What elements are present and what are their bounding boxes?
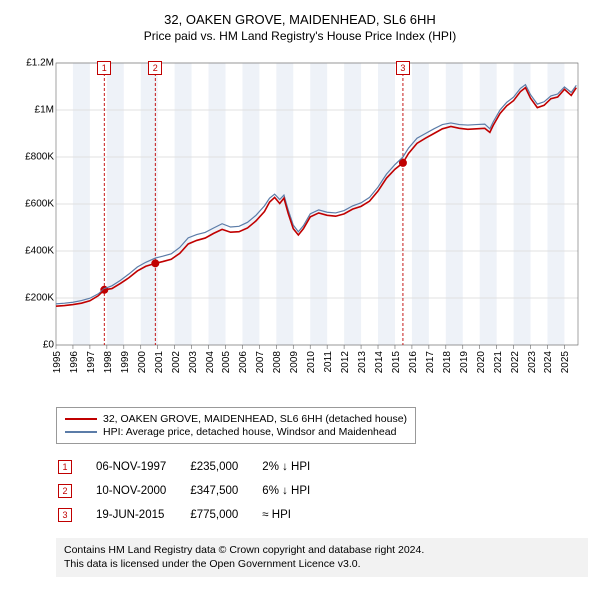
sale-marker-badge: 3 — [58, 508, 72, 522]
x-tick-label: 2000 — [137, 351, 148, 373]
legend-swatch — [65, 418, 97, 420]
x-tick-label: 2005 — [221, 351, 232, 373]
x-tick-label: 2019 — [459, 351, 470, 373]
sale-price: £235,000 — [190, 456, 260, 478]
y-tick-label: £1.2M — [26, 58, 54, 69]
chart-title: 32, OAKEN GROVE, MAIDENHEAD, SL6 6HH — [12, 12, 588, 27]
x-tick-label: 2003 — [188, 351, 199, 373]
y-tick-label: £0 — [43, 340, 54, 351]
y-tick-label: £400K — [25, 246, 54, 257]
x-tick-label: 2016 — [408, 351, 419, 373]
x-tick-label: 2010 — [306, 351, 317, 373]
x-tick-label: 2015 — [391, 351, 402, 373]
x-tick-label: 1998 — [103, 351, 114, 373]
x-tick-label: 2021 — [493, 351, 504, 373]
sale-row: 3 19-JUN-2015£775,000≈ HPI — [58, 504, 332, 526]
sale-marker-2: 2 — [148, 61, 162, 75]
x-tick-label: 2004 — [205, 351, 216, 373]
y-tick-label: £1M — [35, 105, 54, 116]
x-tick-label: 2002 — [171, 351, 182, 373]
sale-date: 19-JUN-2015 — [96, 504, 188, 526]
footer-line-2: This data is licensed under the Open Gov… — [64, 558, 580, 572]
x-tick-label: 2023 — [527, 351, 538, 373]
legend: 32, OAKEN GROVE, MAIDENHEAD, SL6 6HH (de… — [56, 407, 416, 444]
sale-marker-badge: 2 — [58, 484, 72, 498]
x-tick-label: 2020 — [476, 351, 487, 373]
sale-delta: 6% ↓ HPI — [262, 480, 332, 502]
x-tick-label: 2006 — [238, 351, 249, 373]
sale-marker-1: 1 — [97, 61, 111, 75]
x-tick-label: 2018 — [442, 351, 453, 373]
x-tick-label: 2025 — [560, 351, 571, 373]
x-tick-label: 2022 — [510, 351, 521, 373]
x-tick-label: 2012 — [340, 351, 351, 373]
y-tick-label: £800K — [25, 152, 54, 163]
x-tick-label: 2001 — [154, 351, 165, 373]
x-tick-label: 2013 — [357, 351, 368, 373]
x-tick-label: 1997 — [86, 351, 97, 373]
sale-price: £347,500 — [190, 480, 260, 502]
sale-row: 1 06-NOV-1997£235,0002% ↓ HPI — [58, 456, 332, 478]
x-tick-label: 2014 — [374, 351, 385, 373]
chart-subtitle: Price paid vs. HM Land Registry's House … — [12, 29, 588, 43]
sale-marker-badge: 1 — [58, 460, 72, 474]
x-tick-label: 2011 — [323, 351, 334, 373]
sale-date: 06-NOV-1997 — [96, 456, 188, 478]
x-tick-label: 2007 — [255, 351, 266, 373]
y-tick-label: £600K — [25, 199, 54, 210]
sale-price: £775,000 — [190, 504, 260, 526]
legend-label: 32, OAKEN GROVE, MAIDENHEAD, SL6 6HH (de… — [103, 413, 407, 425]
footer-line-1: Contains HM Land Registry data © Crown c… — [64, 544, 580, 558]
legend-item: 32, OAKEN GROVE, MAIDENHEAD, SL6 6HH (de… — [65, 413, 407, 425]
chart-svg — [12, 51, 588, 401]
sales-table: 1 06-NOV-1997£235,0002% ↓ HPI 2 10-NOV-2000… — [56, 454, 334, 528]
legend-item: HPI: Average price, detached house, Wind… — [65, 426, 407, 438]
sale-delta: 2% ↓ HPI — [262, 456, 332, 478]
attribution-footer: Contains HM Land Registry data © Crown c… — [56, 538, 588, 577]
sale-marker-3: 3 — [396, 61, 410, 75]
x-tick-label: 2008 — [272, 351, 283, 373]
x-tick-label: 2017 — [425, 351, 436, 373]
sale-date: 10-NOV-2000 — [96, 480, 188, 502]
x-tick-label: 1999 — [120, 351, 131, 373]
x-tick-label: 2009 — [289, 351, 300, 373]
x-tick-label: 1995 — [52, 351, 63, 373]
x-tick-label: 1996 — [69, 351, 80, 373]
y-tick-label: £200K — [25, 293, 54, 304]
sale-delta: ≈ HPI — [262, 504, 332, 526]
legend-swatch — [65, 431, 97, 433]
x-tick-label: 2024 — [543, 351, 554, 373]
sale-row: 2 10-NOV-2000£347,5006% ↓ HPI — [58, 480, 332, 502]
chart-area: £0 £200K £400K £600K £800K £1M £1.2M 1995 1996 1… — [12, 51, 588, 401]
legend-label: HPI: Average price, detached house, Wind… — [103, 426, 396, 438]
